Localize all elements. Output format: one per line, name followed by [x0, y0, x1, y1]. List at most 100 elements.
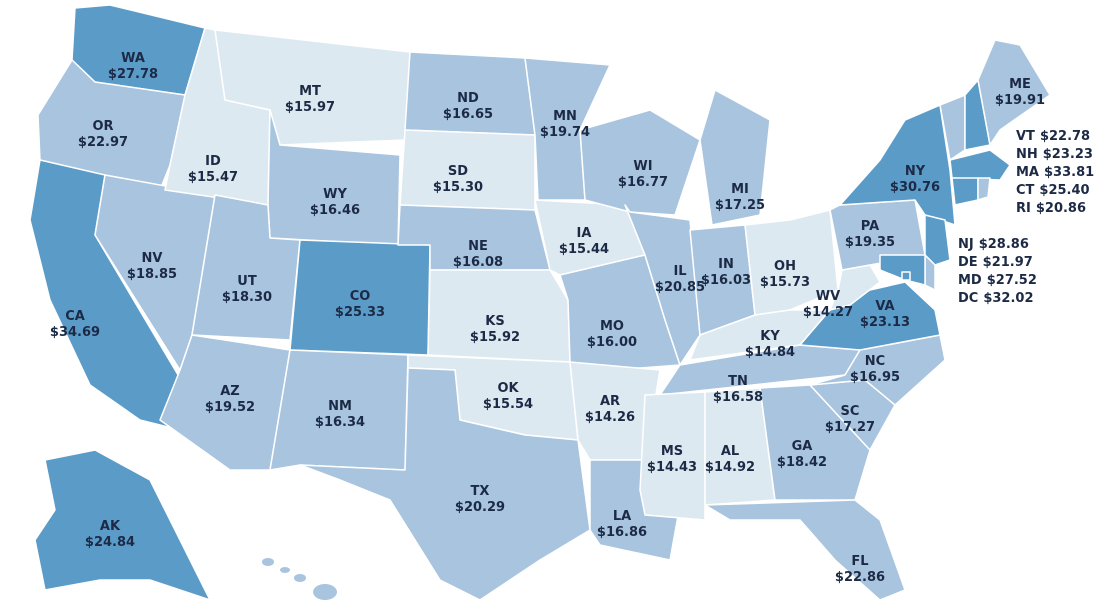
- state-value: $15.73: [760, 275, 810, 290]
- state-label: VA $23.13: [860, 299, 910, 330]
- state-name: DC: [958, 291, 978, 306]
- state-label: IA $15.44: [559, 226, 609, 257]
- state-value: $19.35: [845, 235, 895, 250]
- state-name: KY: [760, 329, 780, 344]
- state-label: NJ $28.86: [958, 237, 1029, 252]
- state-value: $19.52: [205, 400, 255, 415]
- state-name: NH: [1016, 147, 1038, 162]
- state: [977, 177, 991, 201]
- state-name: DE: [958, 255, 978, 270]
- state-label: GA $18.42: [777, 439, 827, 470]
- state-name: TX: [471, 484, 490, 499]
- state-label: NM $16.34: [315, 399, 365, 430]
- state-value: $16.77: [618, 175, 668, 190]
- state-label: FL $22.86: [835, 554, 885, 585]
- state-label: WY $16.46: [310, 187, 360, 218]
- state: [901, 271, 911, 281]
- state-name: OH: [774, 259, 796, 274]
- state-label: CO $25.33: [335, 289, 385, 320]
- state-value: $33.81: [1044, 165, 1094, 180]
- state-value: $34.69: [50, 325, 100, 340]
- state-name: AR: [600, 394, 620, 409]
- state: [829, 199, 926, 271]
- state-value: $32.02: [983, 291, 1033, 306]
- state-name: OK: [497, 381, 519, 396]
- state-label: RI $20.86: [1016, 201, 1086, 216]
- state-name: WI: [633, 159, 652, 174]
- state-value: $23.23: [1043, 147, 1093, 162]
- state-label: CA $34.69: [50, 309, 100, 340]
- state: [34, 449, 211, 600]
- state-value: $20.85: [655, 280, 705, 295]
- state-value: $15.44: [559, 242, 609, 257]
- state: [949, 149, 1011, 181]
- state-name: CT: [1016, 183, 1035, 198]
- state-value: $15.47: [188, 170, 238, 185]
- state-label: OR $22.97: [78, 119, 128, 150]
- state-label: AZ $19.52: [205, 384, 255, 415]
- state: [951, 177, 979, 206]
- state-value: $16.00: [587, 335, 637, 350]
- state-value: $16.86: [597, 525, 647, 540]
- state-value: $27.52: [987, 273, 1037, 288]
- state-name: OR: [92, 119, 113, 134]
- state-value: $16.34: [315, 415, 365, 430]
- state: [579, 109, 701, 216]
- state-label: TX $20.29: [455, 484, 505, 515]
- state-name: IA: [577, 226, 592, 241]
- state-label: IN $16.03: [701, 257, 751, 288]
- state-value: $14.27: [803, 305, 853, 320]
- state-value: $16.58: [713, 390, 763, 405]
- state-value: $18.42: [777, 455, 827, 470]
- state-label: ID $15.47: [188, 154, 238, 185]
- state-label: MA $33.81: [1016, 165, 1094, 180]
- state-label: CT $25.40: [1016, 183, 1090, 198]
- state-name: VA: [875, 299, 894, 314]
- state-name: NJ: [958, 237, 974, 252]
- state-name: MA: [1016, 165, 1039, 180]
- state: [37, 59, 186, 191]
- state-label: MI $17.25: [715, 182, 765, 213]
- state-value: $20.29: [455, 500, 505, 515]
- state-name: VT: [1016, 129, 1035, 144]
- state-name: TN: [728, 374, 748, 389]
- state-label: MD $27.52: [958, 273, 1037, 288]
- state-label: NE $16.08: [453, 239, 503, 270]
- state-name: CA: [65, 309, 85, 324]
- state-name: MD: [958, 273, 982, 288]
- state-name: FL: [851, 554, 868, 569]
- state-name: AK: [100, 519, 121, 534]
- state-value: $19.74: [540, 125, 590, 140]
- state-value: $25.33: [335, 305, 385, 320]
- state-value: $15.30: [433, 180, 483, 195]
- state-name: NE: [468, 239, 488, 254]
- state: [924, 214, 951, 266]
- state-label: SC $17.27: [825, 404, 875, 435]
- state-value: $22.86: [835, 570, 885, 585]
- state-name: NY: [905, 164, 926, 179]
- state-label: NH $23.23: [1016, 147, 1093, 162]
- states: [29, 4, 1051, 600]
- state-value: $17.27: [825, 420, 875, 435]
- state-name: ID: [205, 154, 221, 169]
- state-value: $30.76: [890, 180, 940, 195]
- state: [839, 104, 956, 226]
- state-label: ME $19.91: [995, 77, 1045, 108]
- state-value: $15.54: [483, 397, 533, 412]
- state-value: $17.25: [715, 198, 765, 213]
- state-name: AZ: [220, 384, 240, 399]
- state-value: $22.97: [78, 135, 128, 150]
- state-value: $16.08: [453, 255, 503, 270]
- state-name: KS: [485, 314, 504, 329]
- state-value: $23.13: [860, 315, 910, 330]
- state-value: $27.78: [108, 67, 158, 82]
- state-labels: WA $27.78 OR $22.97 CA $34.69 NV $18.85 ID $15.47…: [50, 51, 1094, 585]
- state-label: MO $16.00: [587, 319, 637, 350]
- state-name: WY: [323, 187, 347, 202]
- state-label: AR $14.26: [585, 394, 635, 425]
- state-name: IN: [718, 257, 734, 272]
- state-label: LA $16.86: [597, 509, 647, 540]
- state-value: $16.46: [310, 203, 360, 218]
- state-label: MT $15.97: [285, 84, 335, 115]
- state-value: $21.97: [983, 255, 1033, 270]
